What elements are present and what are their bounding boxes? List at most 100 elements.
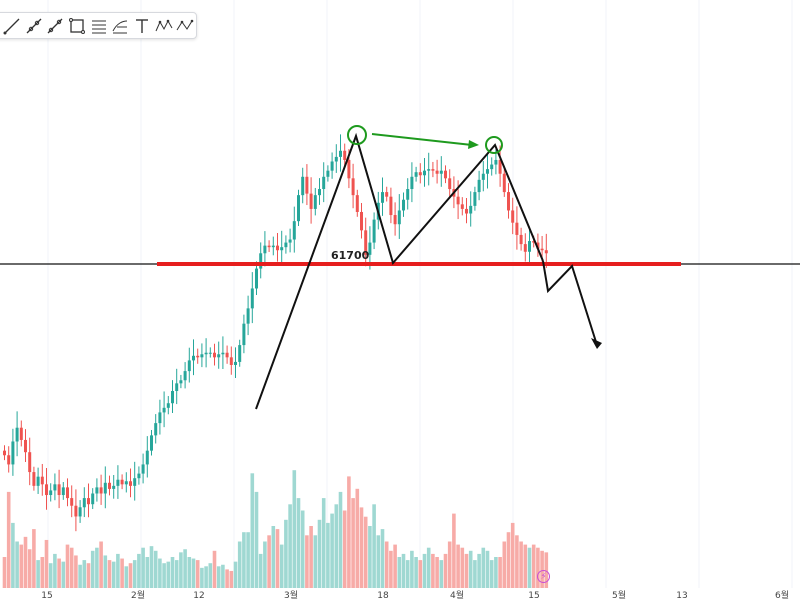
volume-bar <box>69 547 74 588</box>
volume-bar <box>225 569 229 588</box>
tops-arrow[interactable] <box>371 133 473 146</box>
candle <box>141 464 145 474</box>
candle <box>129 481 132 486</box>
candle <box>263 245 267 254</box>
volume-bar <box>82 560 87 588</box>
volume-bar <box>540 550 544 588</box>
projection-drawing[interactable] <box>542 260 597 343</box>
candle <box>40 476 44 485</box>
x-tick-label: 2월 <box>131 589 145 600</box>
volume-bar <box>519 541 523 588</box>
volume-bar <box>200 567 204 588</box>
volume-bar <box>359 507 364 588</box>
candle <box>183 371 187 381</box>
projection-arrowhead <box>591 338 602 349</box>
volume-bar <box>506 532 511 588</box>
candle <box>494 159 498 165</box>
text-tool-icon[interactable] <box>131 15 153 37</box>
pitchfork-icon[interactable] <box>88 15 110 37</box>
volume-bar <box>61 561 66 588</box>
volume-bar <box>342 510 347 588</box>
volume-bar <box>204 566 208 588</box>
volume-bar <box>481 547 486 588</box>
support-level-label: 61700 <box>331 249 370 262</box>
candle <box>519 234 523 245</box>
volume-bar <box>187 557 192 588</box>
candle <box>498 159 502 174</box>
candle <box>418 172 422 176</box>
candle <box>154 423 158 436</box>
volume-bar <box>137 553 141 588</box>
x-tick-label: 6월 <box>775 589 789 600</box>
volume-bar <box>477 553 481 588</box>
candle <box>465 208 468 214</box>
volume-bar <box>447 541 452 588</box>
volume-bar <box>418 560 423 588</box>
rectangle-icon[interactable] <box>66 15 88 37</box>
volume-bar <box>515 535 519 588</box>
candle <box>145 450 149 465</box>
candle <box>318 189 321 196</box>
second-top-marker[interactable] <box>485 136 503 154</box>
fib-retracement-icon[interactable] <box>109 15 131 37</box>
candle <box>515 222 519 235</box>
volume-bar <box>313 535 318 588</box>
candle <box>250 288 254 309</box>
volume-bar <box>57 558 61 588</box>
candle <box>305 176 309 194</box>
extended-line-icon[interactable] <box>44 15 66 37</box>
xabcd-pattern-icon[interactable] <box>153 15 175 37</box>
abcd-pattern-icon[interactable] <box>174 15 196 37</box>
volume-bar <box>111 561 116 588</box>
candle <box>255 268 258 289</box>
candle <box>49 490 53 496</box>
candle <box>112 485 116 489</box>
volume-bar <box>393 544 397 588</box>
candle <box>456 196 460 205</box>
trend-line-icon[interactable] <box>1 15 23 37</box>
volume-bar <box>170 557 175 588</box>
candle <box>267 245 271 248</box>
volume-bar <box>166 561 171 588</box>
candle <box>372 219 376 243</box>
candle <box>288 239 292 243</box>
volume-bar <box>183 549 187 588</box>
volume-bar <box>99 541 103 588</box>
volume-bar <box>431 553 435 588</box>
candle <box>448 178 452 190</box>
x-axis: 15 2월 12 3월 18 4월 15 5월 13 6월 <box>41 589 789 600</box>
ray-icon[interactable] <box>23 15 45 37</box>
volume-bar <box>338 491 343 588</box>
candle <box>511 210 515 223</box>
candle <box>11 441 15 465</box>
candle <box>158 412 162 424</box>
volume-bar <box>300 510 305 588</box>
volume-bar <box>250 473 255 588</box>
candlesticks <box>3 134 548 532</box>
candle <box>389 196 393 216</box>
candle <box>70 498 74 506</box>
candle <box>137 473 141 479</box>
candle <box>238 345 242 362</box>
volume-bar <box>536 547 540 588</box>
lightning-icon[interactable]: ⚡ <box>537 570 550 583</box>
candle <box>213 352 216 358</box>
volume-bar <box>410 550 414 588</box>
volume-bar <box>74 555 78 588</box>
volume-bar <box>2 557 7 588</box>
volume-bar <box>397 557 402 588</box>
volume-bar <box>456 544 460 588</box>
candle <box>292 221 296 240</box>
candle <box>536 242 540 249</box>
first-top-marker[interactable] <box>347 125 367 145</box>
volume-bar <box>158 558 162 588</box>
candle <box>326 170 330 177</box>
x-tick-label: 12 <box>193 591 204 600</box>
candle <box>192 355 195 361</box>
candle <box>225 352 229 358</box>
volume-bar <box>326 522 330 588</box>
candle <box>32 472 36 486</box>
double-top-drawing[interactable] <box>255 132 544 410</box>
candle <box>423 170 426 176</box>
